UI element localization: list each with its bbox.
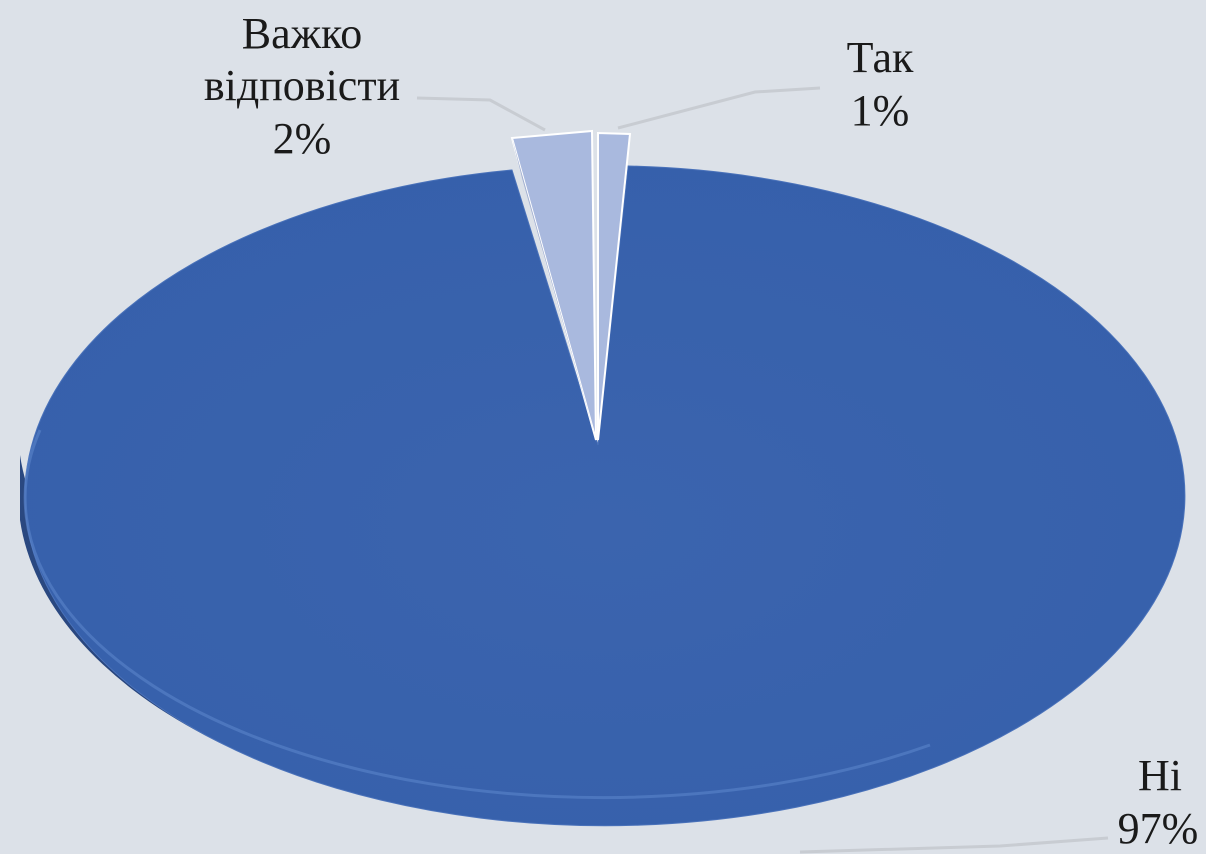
leader-line-ni <box>799 836 1109 854</box>
label-vazhko-value: 2% <box>273 114 332 163</box>
label-ni-value: 97% <box>1118 804 1199 853</box>
pie-slice-ni-rim-highlight <box>23 429 931 800</box>
leader-line-vazhko <box>416 96 546 132</box>
label-ni: Ні <box>1138 751 1182 800</box>
label-tak: Так <box>847 33 914 82</box>
pie-slice-vazhko-side <box>512 138 596 440</box>
pie-slice-tak <box>597 131 632 441</box>
label-tak-value: 1% <box>851 86 910 135</box>
leader-line-tak <box>617 86 821 130</box>
pie-slice-ni <box>24 165 1186 827</box>
label-vazhko-line1: Важко <box>242 9 362 58</box>
label-vazhko-line2: відповісти <box>204 61 400 110</box>
